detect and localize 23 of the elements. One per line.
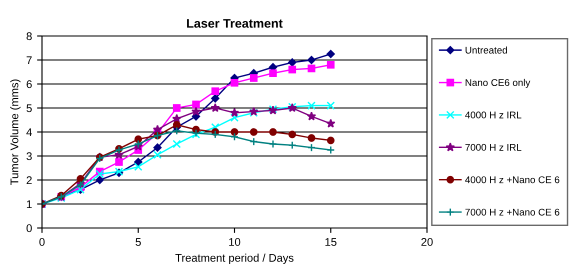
- legend-label: 4000 H z IRL: [465, 112, 522, 118]
- x-tick-label: 15: [325, 238, 336, 246]
- x-tick-label: 20: [421, 238, 433, 246]
- y-tick-label: 7: [26, 56, 32, 64]
- legend-label: 4000 H z +Nano CE 6: [465, 176, 560, 184]
- x-axis-title: Treatment period / Days: [175, 254, 294, 264]
- legend-label: 7000 H z IRL: [465, 144, 522, 151]
- y-tick-label: 8: [26, 32, 32, 40]
- legend-label: Untreated: [466, 46, 507, 54]
- y-tick-label: 6: [26, 80, 32, 88]
- legend-label: Nano CE6 only: [466, 78, 530, 88]
- legend-label: 7000 H z +Nano CE 6: [465, 208, 560, 216]
- y-tick-label: 0: [26, 224, 32, 232]
- y-tick-label: 5: [26, 104, 32, 112]
- y-tick-label: 2: [26, 176, 32, 184]
- y-tick-label: 4: [26, 128, 32, 136]
- y-tick-label: 3: [26, 152, 32, 160]
- y-axis-title: Tumor Volume (mms): [10, 79, 21, 185]
- x-tick-label: 0: [39, 238, 45, 246]
- x-tick-label: 10: [229, 238, 240, 246]
- y-tick-label: 1: [26, 200, 32, 208]
- chart-title: Laser Treatment: [187, 19, 283, 28]
- x-tick-label: 5: [136, 238, 141, 246]
